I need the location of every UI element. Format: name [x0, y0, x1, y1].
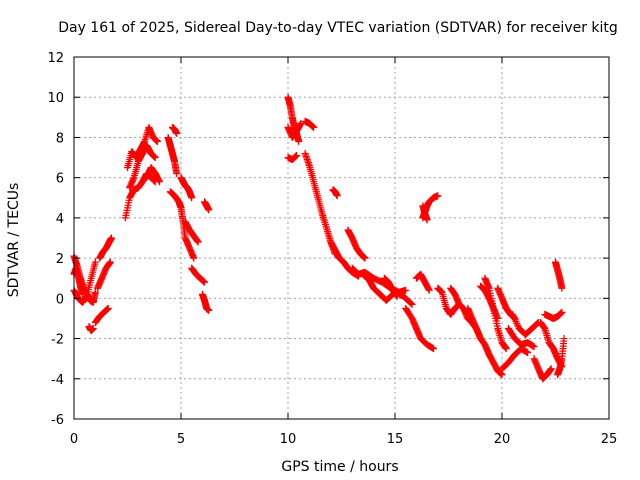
data-point-arc-x	[310, 123, 318, 131]
data-point-arc-aw	[560, 335, 568, 343]
plot-frame	[73, 56, 610, 420]
tick-labels: -6 -4 -2 0 2 4 6 8 10 12 0 5 10 15 20 25	[47, 51, 617, 447]
x-tick-label: 5	[177, 432, 185, 447]
data-point-arc-ai	[423, 216, 431, 224]
y-tick-label: -2	[51, 333, 64, 348]
data-point-arc-m	[173, 129, 181, 137]
y-tick-label: 2	[56, 252, 64, 267]
data-point-arc-s	[205, 206, 213, 214]
y-tick-label: 6	[56, 172, 64, 187]
data-point-arc-d	[89, 325, 97, 332]
data-point-arc-u	[295, 137, 303, 145]
y-tick-label: 10	[47, 91, 64, 106]
x-tick-label: 20	[494, 432, 511, 447]
chart-title: Day 161 of 2025, Sidereal Day-to-day VTE…	[58, 20, 618, 36]
axis-ticks	[73, 56, 610, 420]
data-point-arc-ab	[361, 254, 369, 262]
y-tick-label: 0	[56, 292, 64, 307]
data-point-arc-au	[558, 308, 566, 316]
y-tick-label: -4	[51, 373, 64, 388]
data-point-arc-b	[91, 258, 99, 266]
data-point-arc-aa	[333, 192, 341, 200]
x-tick-label: 0	[70, 432, 78, 447]
data-point-arc-o	[188, 194, 196, 202]
y-tick-label: 12	[47, 51, 64, 66]
data-point-arc-c	[79, 290, 87, 298]
data-point-arc-av	[558, 284, 566, 292]
y-tick-label: -6	[51, 413, 64, 428]
data-point-arc-af	[430, 345, 438, 353]
data-point-arc-al	[498, 371, 506, 379]
x-tick-label: 15	[387, 432, 404, 447]
x-tick-label: 25	[601, 432, 618, 447]
data-point-arc-ad	[408, 300, 416, 308]
data-point-arc-ae	[393, 292, 401, 300]
data-point-arc-w	[293, 152, 301, 160]
data-point-arc-ag	[425, 286, 433, 294]
data-point-arc-r	[201, 278, 209, 286]
data-point-arc-q	[194, 238, 202, 246]
data-point-arc-aq	[530, 343, 538, 351]
data-point-arc-ac	[402, 286, 410, 294]
x-tick-label: 10	[280, 432, 297, 447]
data-point-arc-ah	[434, 192, 442, 200]
y-tick-label: 8	[56, 131, 64, 146]
data-points	[70, 93, 568, 383]
data-point-arc-a	[91, 288, 99, 296]
data-point-arc-j	[151, 154, 159, 162]
data-point-arc-as	[547, 365, 555, 373]
data-point-arc-i	[153, 137, 161, 145]
data-point-arc-ad-interp	[407, 299, 415, 307]
data-point-arc-ap	[524, 349, 532, 357]
data-point-arc-t	[205, 306, 213, 314]
data-point-arc-p	[190, 254, 198, 262]
grid-lines	[74, 57, 609, 419]
data-point-arc-g	[107, 234, 115, 242]
data-point-arc-l	[173, 170, 181, 178]
y-axis-label: SDTVAR / TECUs	[6, 183, 22, 298]
data-point-arc-f	[104, 304, 112, 312]
data-point-arc-v	[297, 119, 305, 127]
y-tick-label: 4	[56, 212, 64, 227]
data-point-arc-k	[156, 178, 164, 186]
data-point-arc-e	[106, 258, 114, 266]
data-point-arc-an	[502, 345, 510, 353]
x-axis-label: GPS time / hours	[281, 459, 398, 475]
